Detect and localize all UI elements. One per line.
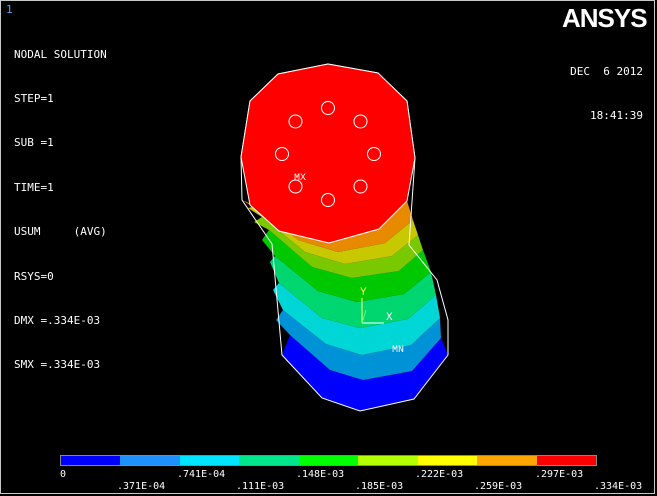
result-step: STEP=1 — [14, 91, 54, 105]
bolt-hole — [353, 114, 368, 129]
legend-label-bottom: .259E-03 — [474, 481, 523, 492]
result-time: TIME=1 — [14, 180, 54, 194]
legend-label-top: 0 — [60, 469, 67, 480]
timestamp-date: DEC 6 2012 — [570, 65, 643, 78]
triad-z-axis — [361, 309, 367, 324]
legend-label-bottom: .185E-03 — [355, 481, 404, 492]
min-label: MN — [392, 345, 404, 356]
legend-swatch-6 — [358, 456, 418, 465]
result-dmx: DMX =.334E-03 — [14, 313, 101, 327]
legend-swatch-3 — [179, 456, 240, 465]
triad-x-label: X — [386, 312, 393, 324]
max-label: MX — [294, 173, 306, 184]
contour-legend-bar — [60, 455, 597, 466]
contour-band-6 — [254, 217, 423, 278]
contour-band-1 — [282, 335, 448, 411]
bolt-hole — [288, 114, 303, 129]
legend-swatch-2 — [120, 456, 180, 465]
legend-label-bottom: .111E-03 — [236, 481, 285, 492]
contour-band-7 — [248, 206, 418, 264]
timestamp: DEC 6 2012 18:41:39 — [570, 36, 643, 138]
result-info-panel: NODAL SOLUTION STEP=1 SUB =1 TIME=1 USUM… — [14, 18, 107, 388]
legend-swatch-8 — [477, 456, 537, 465]
legend-label-top: .148E-03 — [296, 469, 345, 480]
result-sub: SUB =1 — [14, 136, 54, 150]
bolt-hole — [367, 147, 381, 161]
bolt-hole — [321, 101, 335, 115]
legend-swatch-4 — [239, 456, 299, 465]
contour-band-3 — [273, 283, 440, 355]
legend-swatch-9 — [536, 456, 596, 465]
ansys-logo: ANSYS — [562, 3, 648, 33]
legend-swatch-1 — [61, 456, 121, 465]
legend-label-top: .741E-04 — [177, 469, 226, 480]
result-smx: SMX =.334E-03 — [14, 358, 101, 372]
result-rsys: RSYS=0 — [14, 269, 54, 283]
contour-band-2 — [276, 310, 441, 380]
legend-label-top: .297E-03 — [535, 469, 584, 480]
contour-bands — [242, 200, 448, 411]
legend-label-top: .222E-03 — [415, 469, 464, 480]
bolt-hole — [288, 179, 303, 194]
contour-band-4 — [270, 256, 436, 328]
bolt-hole — [321, 193, 335, 207]
legend-label-bottom: .371E-04 — [117, 481, 166, 492]
contour-band-8 — [242, 200, 413, 252]
bolt-hole — [275, 147, 289, 161]
legend-swatch-7 — [417, 456, 478, 465]
legend-label-bottom: .334E-03 — [594, 481, 643, 492]
top-face — [240, 63, 416, 244]
timestamp-time: 18:41:39 — [590, 108, 643, 122]
triad-y-label: Y — [360, 287, 367, 299]
result-quantity: USUM (AVG) — [14, 225, 107, 239]
coordinate-triad: Y X — [360, 287, 393, 324]
contour-band-5 — [262, 230, 431, 302]
window-number: 1 — [6, 3, 13, 16]
legend-swatch-5 — [298, 456, 359, 465]
bolt-hole — [353, 179, 368, 194]
bolt-holes — [275, 101, 381, 207]
result-title: NODAL SOLUTION — [14, 47, 107, 61]
